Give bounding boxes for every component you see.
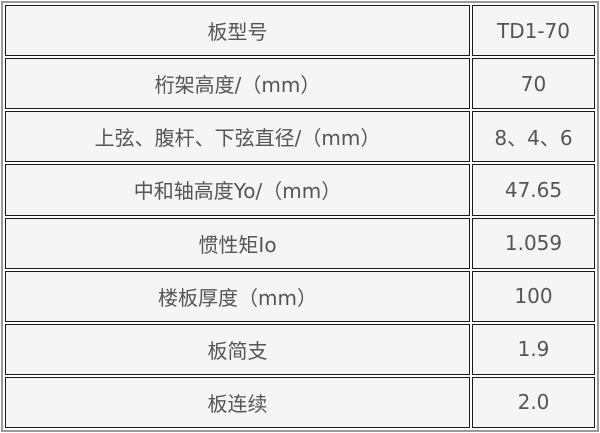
row-label: 板连续 xyxy=(5,376,470,428)
row-label: 上弦、腹杆、下弦直径/（mm） xyxy=(5,111,470,163)
table-row: 楼板厚度（mm） 100 xyxy=(5,270,595,322)
row-value: 70 xyxy=(472,58,595,110)
row-label: 楼板厚度（mm） xyxy=(5,270,470,322)
table-row: 中和轴高度Yo/（mm） 47.65 xyxy=(5,164,595,216)
row-label: 中和轴高度Yo/（mm） xyxy=(5,164,470,216)
row-value: 47.65 xyxy=(472,164,595,216)
row-label: 惯性矩Io xyxy=(5,217,470,269)
table-row: 惯性矩Io 1.059 xyxy=(5,217,595,269)
row-label: 板型号 xyxy=(5,5,470,57)
row-value: 1.059 xyxy=(472,217,595,269)
row-value: 100 xyxy=(472,270,595,322)
table-row: 板型号 TD1-70 xyxy=(5,5,595,57)
row-label: 桁架高度/（mm） xyxy=(5,58,470,110)
row-value: 8、4、6 xyxy=(472,111,595,163)
row-value: TD1-70 xyxy=(472,5,595,57)
row-label: 板简支 xyxy=(5,323,470,375)
table-row: 上弦、腹杆、下弦直径/（mm） 8、4、6 xyxy=(5,111,595,163)
table-row: 板连续 2.0 xyxy=(5,376,595,428)
row-value: 1.9 xyxy=(472,323,595,375)
table-row: 桁架高度/（mm） 70 xyxy=(5,58,595,110)
row-value: 2.0 xyxy=(472,376,595,428)
table-row: 板简支 1.9 xyxy=(5,323,595,375)
